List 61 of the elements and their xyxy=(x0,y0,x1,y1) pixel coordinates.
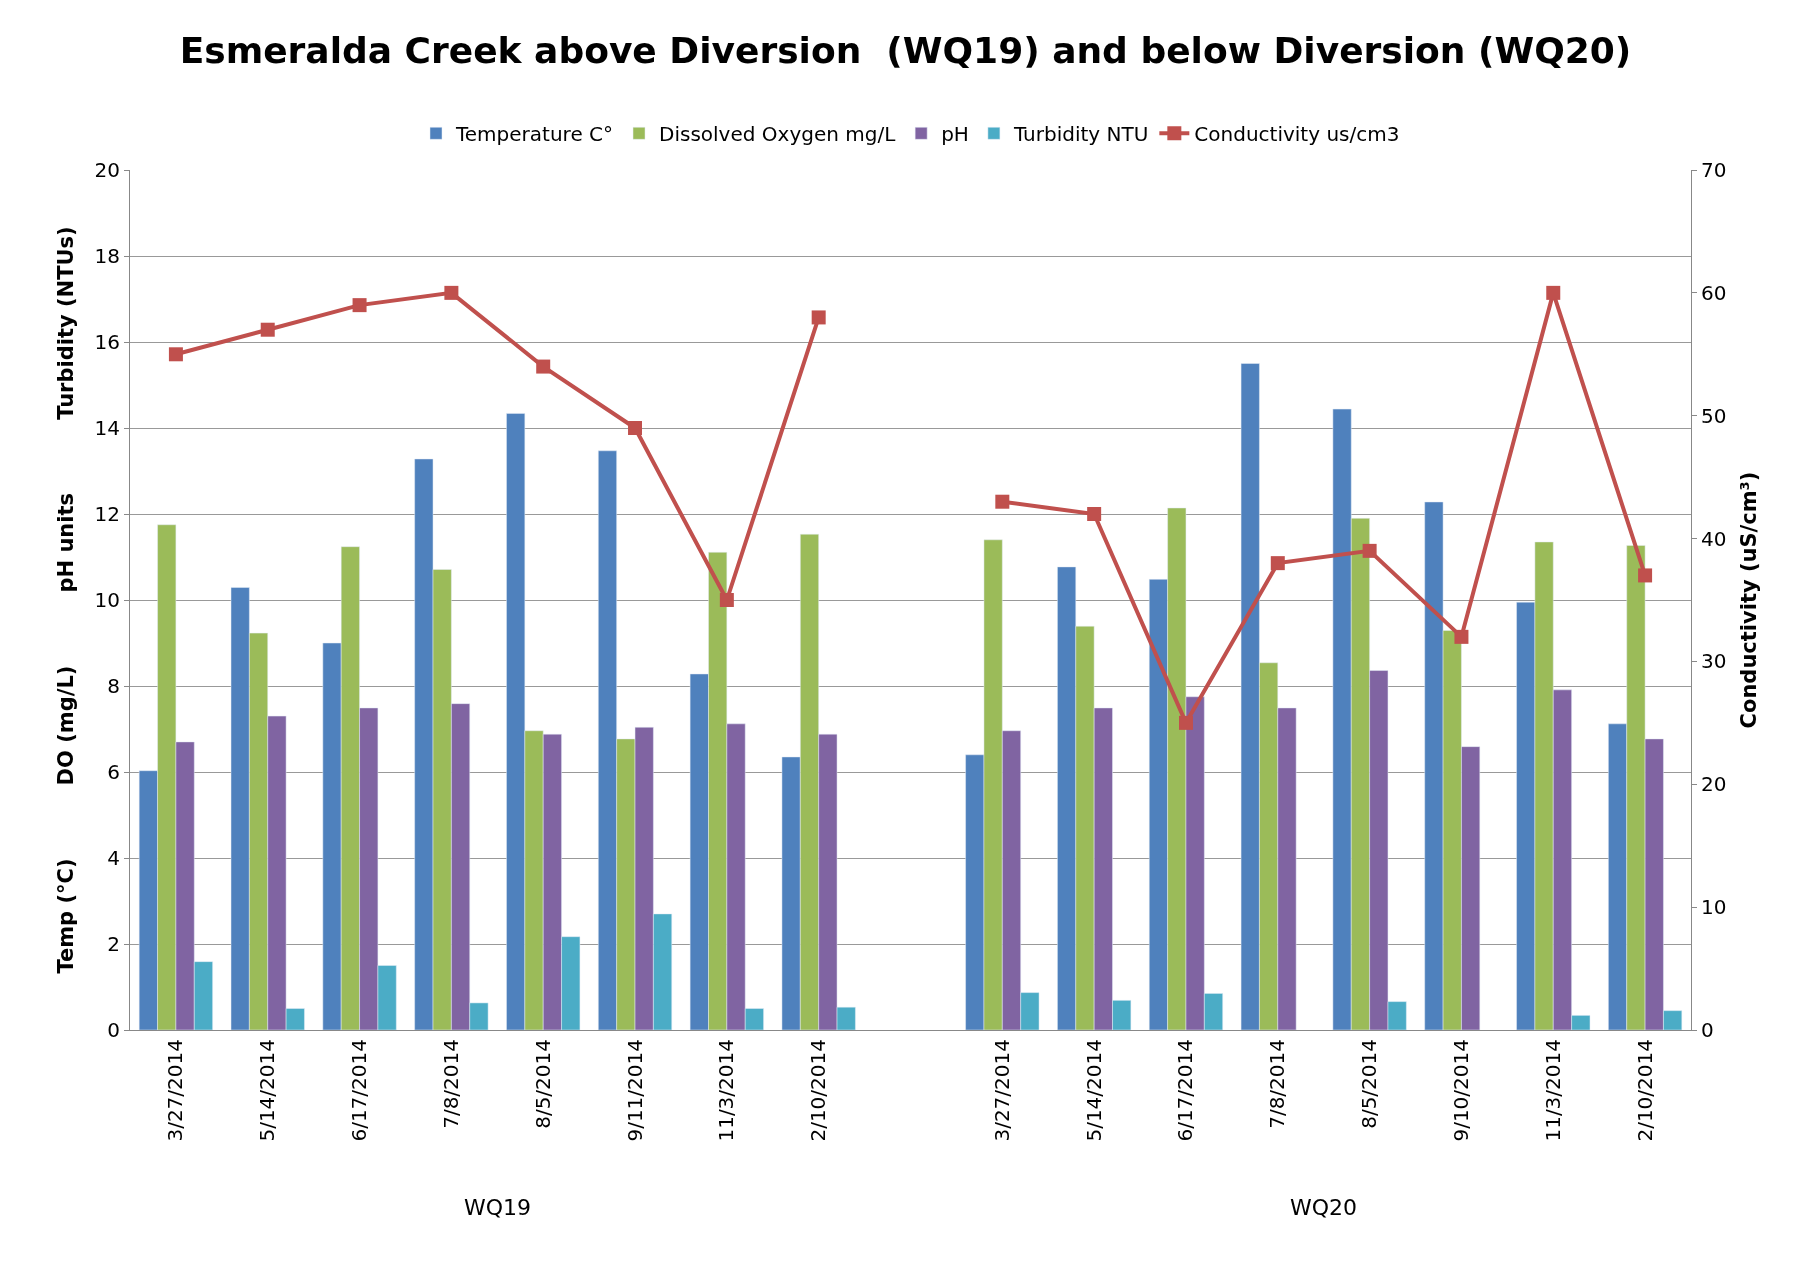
y2-tick-label: 40 xyxy=(1701,526,1727,551)
x-tick-label: 9/10/2014 xyxy=(1448,1039,1473,1142)
x-tick-label: 3/27/2014 xyxy=(989,1039,1014,1142)
x-tick-label: 7/8/2014 xyxy=(1265,1039,1290,1129)
point xyxy=(1546,285,1561,300)
y2-tick-label: 50 xyxy=(1701,403,1727,428)
y2-tick-label: 60 xyxy=(1701,280,1727,305)
text: WQ19 xyxy=(464,1195,532,1220)
y-tick-label: 10 xyxy=(94,588,120,612)
y-tick-label: 0 xyxy=(107,1018,120,1042)
x-tick-label: 11/3/2014 xyxy=(1540,1039,1565,1142)
point xyxy=(444,285,459,300)
y2-tick-label: 20 xyxy=(1701,772,1727,797)
x-tick-label: 6/17/2014 xyxy=(347,1039,372,1142)
y2-tick-label: 0 xyxy=(1701,1018,1714,1042)
x-tick-label: 5/14/2014 xyxy=(255,1039,280,1142)
x-tick-label: 8/5/2014 xyxy=(530,1039,555,1129)
y-tick-label: 18 xyxy=(94,244,120,268)
legend-label: Temperature C° xyxy=(455,122,614,147)
y2-axis-title: Conductivity (uS/cm³) xyxy=(1736,471,1761,729)
y-tick-label: 14 xyxy=(94,416,120,440)
legend-label: Dissolved Oxygen mg/L xyxy=(659,122,897,147)
y2-tick-label: 70 xyxy=(1701,158,1727,182)
legend-label: pH xyxy=(941,122,969,147)
point xyxy=(1454,629,1469,644)
y-tick-label: 20 xyxy=(94,158,120,182)
y2-tick-label: 10 xyxy=(1701,895,1727,920)
y-tick-label: 6 xyxy=(107,760,120,784)
point xyxy=(352,298,367,313)
point xyxy=(719,593,734,607)
point xyxy=(260,322,275,337)
point xyxy=(995,494,1010,509)
legend-label: Conductivity us/cm3 xyxy=(1194,122,1400,147)
point xyxy=(1178,715,1193,730)
x-tick-label: 2/10/2014 xyxy=(1632,1039,1657,1142)
x-tick-label: 8/5/2014 xyxy=(1357,1039,1382,1129)
point xyxy=(1270,556,1285,571)
y-tick-label: 8 xyxy=(107,674,120,698)
legend-label: Turbidity NTU xyxy=(1012,122,1149,147)
x-tick-label: 2/10/2014 xyxy=(806,1039,831,1142)
x-tick-label: 9/11/2014 xyxy=(622,1039,647,1142)
text: WQ20 xyxy=(1290,1195,1358,1220)
y-tick-label: 4 xyxy=(107,846,120,870)
point xyxy=(1087,507,1102,521)
chart-title: Esmeralda Creek above Diversion (WQ19) and below Diversion (WQ20) xyxy=(179,30,1632,72)
point xyxy=(1638,568,1653,583)
point xyxy=(536,359,551,374)
y2-tick-label: 30 xyxy=(1701,649,1727,674)
x-tick-label: 6/17/2014 xyxy=(1173,1039,1198,1142)
x-tick-label: 11/3/2014 xyxy=(714,1039,739,1142)
y-tick-label: 2 xyxy=(107,932,120,956)
point xyxy=(1362,543,1377,558)
point xyxy=(811,310,826,325)
x-tick-label: 3/27/2014 xyxy=(163,1039,188,1142)
y-tick-label: 12 xyxy=(94,502,120,526)
x-tick-label: 5/14/2014 xyxy=(1081,1039,1106,1142)
y-axis-title: Temp (°C) DO (mg/L) pH units Turbidity (NTUs) xyxy=(53,226,78,974)
x-tick-label: 7/8/2014 xyxy=(438,1039,463,1129)
y-tick-label: 16 xyxy=(94,330,120,354)
point xyxy=(168,347,183,362)
point xyxy=(628,421,643,435)
